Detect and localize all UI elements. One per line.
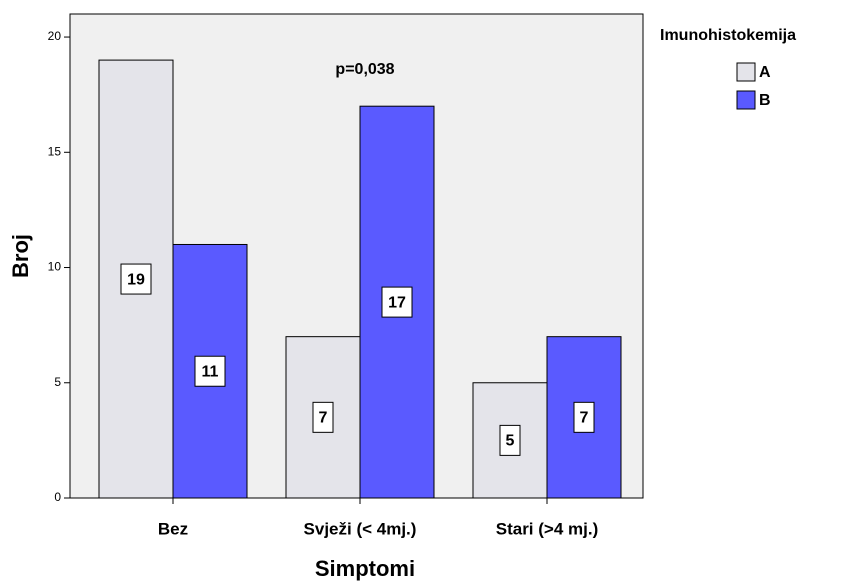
x-tick-label: Stari (>4 mj.) xyxy=(496,519,599,538)
y-tick-label: 15 xyxy=(48,144,62,158)
y-tick-label: 20 xyxy=(48,29,62,43)
annotation: p=0,038 xyxy=(335,61,394,78)
data-label: 5 xyxy=(506,433,515,450)
data-label-box xyxy=(499,424,521,456)
data-label-box xyxy=(573,401,595,433)
legend-swatch xyxy=(736,90,756,110)
legend-label: A xyxy=(759,64,771,81)
y-tick-label: 10 xyxy=(48,260,62,274)
legend-swatch xyxy=(736,62,756,82)
data-label-box xyxy=(312,401,334,433)
data-label: 19 xyxy=(127,271,145,288)
y-axis-title: Broj xyxy=(8,234,33,278)
data-label: 7 xyxy=(580,410,589,427)
y-tick-label: 5 xyxy=(54,375,61,389)
legend-title: Imunohistokemija xyxy=(660,27,796,44)
x-axis-title: Simptomi xyxy=(315,556,415,581)
data-label: 11 xyxy=(202,363,219,380)
data-label-box xyxy=(381,286,413,318)
x-tick-label: Bez xyxy=(158,519,188,538)
legend-label: B xyxy=(759,92,771,109)
data-label-box xyxy=(120,263,152,295)
y-tick-label: 0 xyxy=(54,490,61,504)
data-label: 17 xyxy=(388,294,406,311)
data-label: 7 xyxy=(319,410,328,427)
data-label-box xyxy=(194,355,226,387)
x-tick-label: Svježi (< 4mj.) xyxy=(304,519,417,538)
